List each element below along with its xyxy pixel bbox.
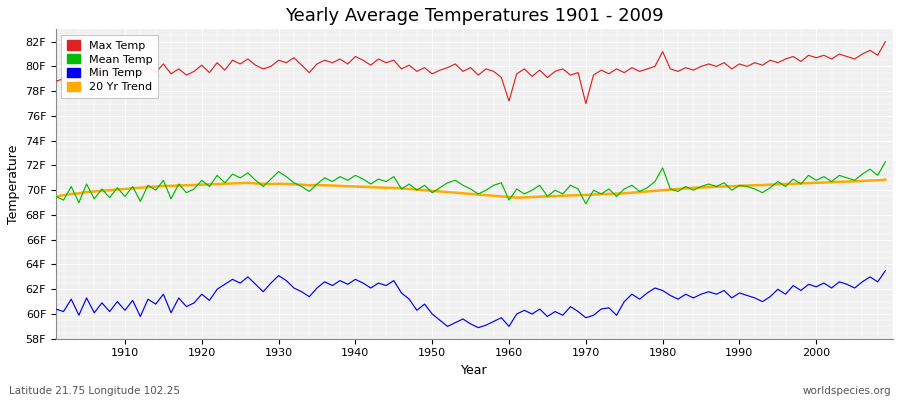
20 Yr Trend xyxy=(511,195,522,200)
Mean Temp xyxy=(580,202,591,206)
20 Yr Trend xyxy=(880,177,891,182)
Line: Min Temp: Min Temp xyxy=(56,271,886,328)
Max Temp xyxy=(327,60,338,65)
X-axis label: Year: Year xyxy=(461,364,488,377)
Min Temp xyxy=(504,324,515,329)
Max Temp xyxy=(580,101,591,106)
Min Temp xyxy=(327,283,338,288)
Max Temp xyxy=(112,72,122,76)
20 Yr Trend xyxy=(112,187,122,192)
Min Temp xyxy=(112,299,122,304)
Mean Temp xyxy=(504,198,515,202)
Mean Temp xyxy=(112,185,122,190)
Mean Temp xyxy=(604,186,615,191)
20 Yr Trend xyxy=(604,192,615,196)
20 Yr Trend xyxy=(327,183,338,188)
Text: Latitude 21.75 Longitude 102.25: Latitude 21.75 Longitude 102.25 xyxy=(9,386,180,396)
Text: worldspecies.org: worldspecies.org xyxy=(803,386,891,396)
Max Temp xyxy=(504,99,515,104)
Mean Temp xyxy=(880,159,891,164)
Line: Mean Temp: Mean Temp xyxy=(56,162,886,204)
20 Yr Trend xyxy=(281,182,292,186)
Mean Temp xyxy=(50,194,61,199)
Min Temp xyxy=(604,306,615,310)
Min Temp xyxy=(511,312,522,316)
20 Yr Trend xyxy=(504,195,515,200)
Min Temp xyxy=(472,325,483,330)
Title: Yearly Average Temperatures 1901 - 2009: Yearly Average Temperatures 1901 - 2009 xyxy=(285,7,664,25)
Max Temp xyxy=(496,75,507,80)
Y-axis label: Temperature: Temperature xyxy=(7,144,20,224)
20 Yr Trend xyxy=(496,194,507,199)
20 Yr Trend xyxy=(50,194,61,199)
Mean Temp xyxy=(496,180,507,185)
Min Temp xyxy=(50,307,61,312)
Max Temp xyxy=(604,72,615,76)
Max Temp xyxy=(281,60,292,65)
Line: Max Temp: Max Temp xyxy=(56,42,886,104)
Min Temp xyxy=(281,278,292,283)
Line: 20 Yr Trend: 20 Yr Trend xyxy=(56,180,886,198)
Min Temp xyxy=(880,268,891,273)
Legend: Max Temp, Mean Temp, Min Temp, 20 Yr Trend: Max Temp, Mean Temp, Min Temp, 20 Yr Tre… xyxy=(61,35,158,98)
Mean Temp xyxy=(327,179,338,184)
Max Temp xyxy=(880,39,891,44)
Mean Temp xyxy=(281,174,292,179)
Max Temp xyxy=(50,79,61,84)
